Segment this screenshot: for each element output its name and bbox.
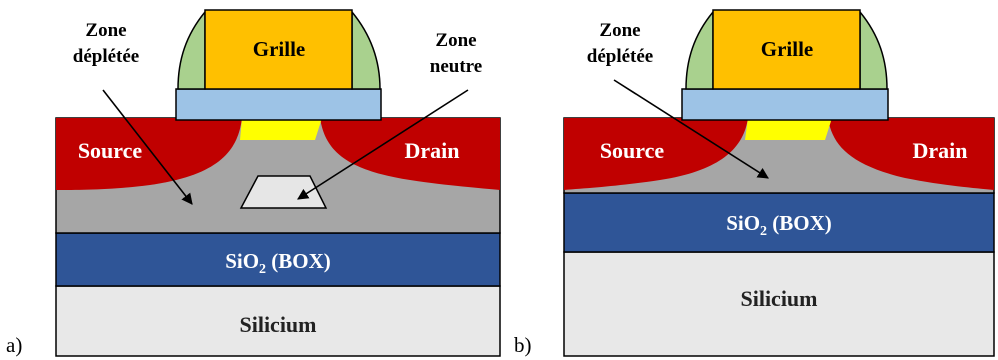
depleted-zone-label-line1: Zone <box>85 20 126 41</box>
spacer-right <box>859 9 888 90</box>
panel-letter-a: a) <box>6 333 22 357</box>
spacer-right <box>351 9 381 90</box>
drain-region <box>320 118 500 190</box>
panel-letter-b: b) <box>514 333 532 357</box>
neutral-zone-arrow <box>297 89 469 200</box>
box-layer <box>563 192 995 253</box>
source-region <box>56 118 242 190</box>
channel-region <box>240 118 322 140</box>
gate <box>204 9 353 90</box>
gate-label: Grille <box>253 37 305 61</box>
panel-a: Grille Source Drain SiO2 (BOX) Silicium … <box>6 9 501 357</box>
source-label: Source <box>600 138 665 163</box>
substrate-label: Silicium <box>740 286 817 311</box>
drain-label: Drain <box>405 138 460 163</box>
depleted-zone-label-line2: déplétée <box>587 46 653 67</box>
depleted-zone-label-line1: Zone <box>599 20 640 41</box>
drain-label: Drain <box>913 138 968 163</box>
channel-region <box>745 118 832 140</box>
gate-label: Grille <box>761 37 813 61</box>
gate-oxide <box>175 88 382 121</box>
box-layer <box>55 232 501 287</box>
panel-b: Grille Source Drain SiO2 (BOX) Silicium … <box>514 9 995 357</box>
box-label: SiO2 (BOX) <box>726 211 832 239</box>
spacer-left <box>685 9 714 90</box>
depleted-zone-label-line2: déplétée <box>73 46 139 67</box>
drain-region <box>828 118 994 190</box>
spacer-left <box>177 9 206 90</box>
substrate-label: Silicium <box>239 312 316 337</box>
neutral-zone-label-line2: neutre <box>430 56 482 77</box>
neutral-zone-label-line1: Zone <box>435 30 476 51</box>
depleted-zone-arrow <box>102 89 193 205</box>
substrate-layer <box>55 285 501 357</box>
gate <box>712 9 861 90</box>
neutral-zone <box>239 175 328 209</box>
box-label: SiO2 (BOX) <box>225 249 331 277</box>
gate-oxide <box>681 88 889 121</box>
source-label: Source <box>78 138 143 163</box>
depleted-zone-arrow <box>613 79 769 179</box>
